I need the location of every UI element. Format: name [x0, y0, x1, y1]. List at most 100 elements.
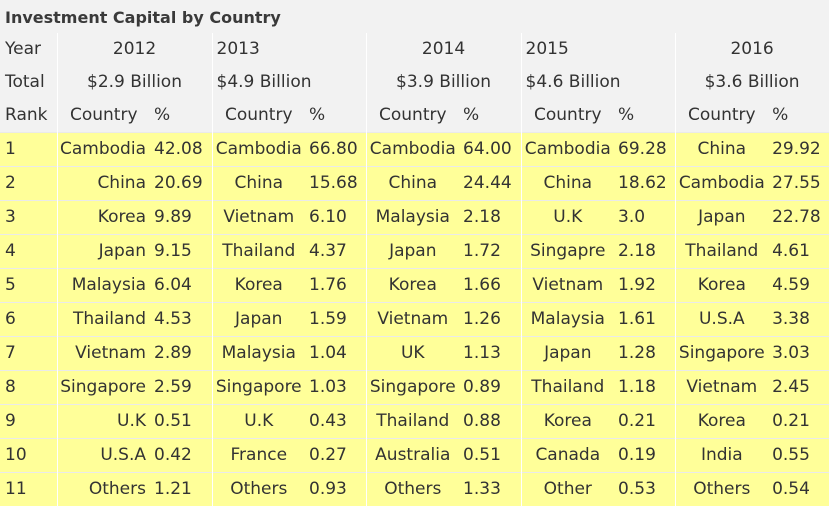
percent-cell: 1.66 [459, 269, 521, 303]
total-2012: $2.9 Billion [57, 66, 212, 99]
rank-cell: 2 [0, 167, 57, 201]
percent-cell: 0.43 [305, 405, 366, 439]
country-cell: Korea [212, 269, 305, 303]
pct-header: % [614, 99, 675, 133]
country-header: Country [675, 99, 768, 133]
country-cell: Others [675, 473, 768, 506]
country-cell: Thailand [675, 235, 768, 269]
percent-cell: 1.04 [305, 337, 366, 371]
year-2014: 2014 [366, 33, 521, 66]
percent-cell: 0.21 [768, 405, 829, 439]
percent-cell: 0.42 [150, 439, 212, 473]
percent-cell: 1.28 [614, 337, 675, 371]
country-header: Country [366, 99, 459, 133]
year-2016: 2016 [675, 33, 829, 66]
percent-cell: 22.78 [768, 201, 829, 235]
country-cell: Cambodia [366, 133, 459, 167]
year-row-label: Year [0, 33, 57, 66]
country-cell: Singapore [366, 371, 459, 405]
percent-cell: 0.93 [305, 473, 366, 506]
country-cell: Japan [675, 201, 768, 235]
percent-cell: 69.28 [614, 133, 675, 167]
country-cell: Thailand [521, 371, 614, 405]
percent-cell: 2.45 [768, 371, 829, 405]
percent-cell: 0.27 [305, 439, 366, 473]
percent-cell: 6.04 [150, 269, 212, 303]
year-2012: 2012 [57, 33, 212, 66]
percent-cell: 4.59 [768, 269, 829, 303]
percent-cell: 0.54 [768, 473, 829, 506]
country-cell: Vietnam [57, 337, 150, 371]
country-cell: U.K [212, 405, 305, 439]
percent-cell: 0.55 [768, 439, 829, 473]
percent-cell: 1.76 [305, 269, 366, 303]
country-cell: Korea [675, 269, 768, 303]
country-cell: Thailand [57, 303, 150, 337]
country-cell: Malaysia [366, 201, 459, 235]
percent-cell: 0.89 [459, 371, 521, 405]
total-row: Total $2.9 Billion $4.9 Billion $3.9 Bil… [0, 66, 829, 99]
percent-cell: 1.61 [614, 303, 675, 337]
percent-cell: 9.15 [150, 235, 212, 269]
country-header: Country [57, 99, 150, 133]
percent-cell: 2.59 [150, 371, 212, 405]
country-cell: Cambodia [675, 167, 768, 201]
country-cell: Australia [366, 439, 459, 473]
percent-cell: 29.92 [768, 133, 829, 167]
column-header-row: Rank Country % Country % Country % Count… [0, 99, 829, 133]
country-cell: Cambodia [212, 133, 305, 167]
country-cell: Others [57, 473, 150, 506]
country-cell: France [212, 439, 305, 473]
percent-cell: 0.51 [459, 439, 521, 473]
percent-cell: 0.51 [150, 405, 212, 439]
percent-cell: 6.10 [305, 201, 366, 235]
percent-cell: 66.80 [305, 133, 366, 167]
percent-cell: 0.21 [614, 405, 675, 439]
country-cell: Others [212, 473, 305, 506]
country-cell: Cambodia [521, 133, 614, 167]
country-cell: Korea [57, 201, 150, 235]
country-cell: China [366, 167, 459, 201]
percent-cell: 3.0 [614, 201, 675, 235]
total-2016: $3.6 Billion [675, 66, 829, 99]
country-cell: Vietnam [521, 269, 614, 303]
rank-cell: 5 [0, 269, 57, 303]
rank-cell: 10 [0, 439, 57, 473]
country-cell: Canada [521, 439, 614, 473]
percent-cell: 24.44 [459, 167, 521, 201]
total-2014: $3.9 Billion [366, 66, 521, 99]
percent-cell: 1.26 [459, 303, 521, 337]
percent-cell: 4.61 [768, 235, 829, 269]
percent-cell: 64.00 [459, 133, 521, 167]
total-2015: $4.6 Billion [521, 66, 675, 99]
percent-cell: 4.37 [305, 235, 366, 269]
country-cell: Others [366, 473, 459, 506]
percent-cell: 27.55 [768, 167, 829, 201]
country-cell: Japan [521, 337, 614, 371]
country-cell: Thailand [212, 235, 305, 269]
country-cell: India [675, 439, 768, 473]
rank-header: Rank [0, 99, 57, 133]
total-2013: $4.9 Billion [212, 66, 366, 99]
country-cell: Malaysia [212, 337, 305, 371]
percent-cell: 1.13 [459, 337, 521, 371]
rank-cell: 1 [0, 133, 57, 167]
country-header: Country [521, 99, 614, 133]
country-cell: Korea [366, 269, 459, 303]
percent-cell: 1.59 [305, 303, 366, 337]
pct-header: % [150, 99, 212, 133]
investment-table: Year 2012 2013 2014 2015 2016 Total $2.9… [0, 33, 829, 506]
percent-cell: 0.19 [614, 439, 675, 473]
percent-cell: 2.18 [614, 235, 675, 269]
percent-cell: 18.62 [614, 167, 675, 201]
percent-cell: 4.53 [150, 303, 212, 337]
pct-header: % [305, 99, 366, 133]
country-cell: China [675, 133, 768, 167]
year-row: Year 2012 2013 2014 2015 2016 [0, 33, 829, 66]
country-cell: Thailand [366, 405, 459, 439]
